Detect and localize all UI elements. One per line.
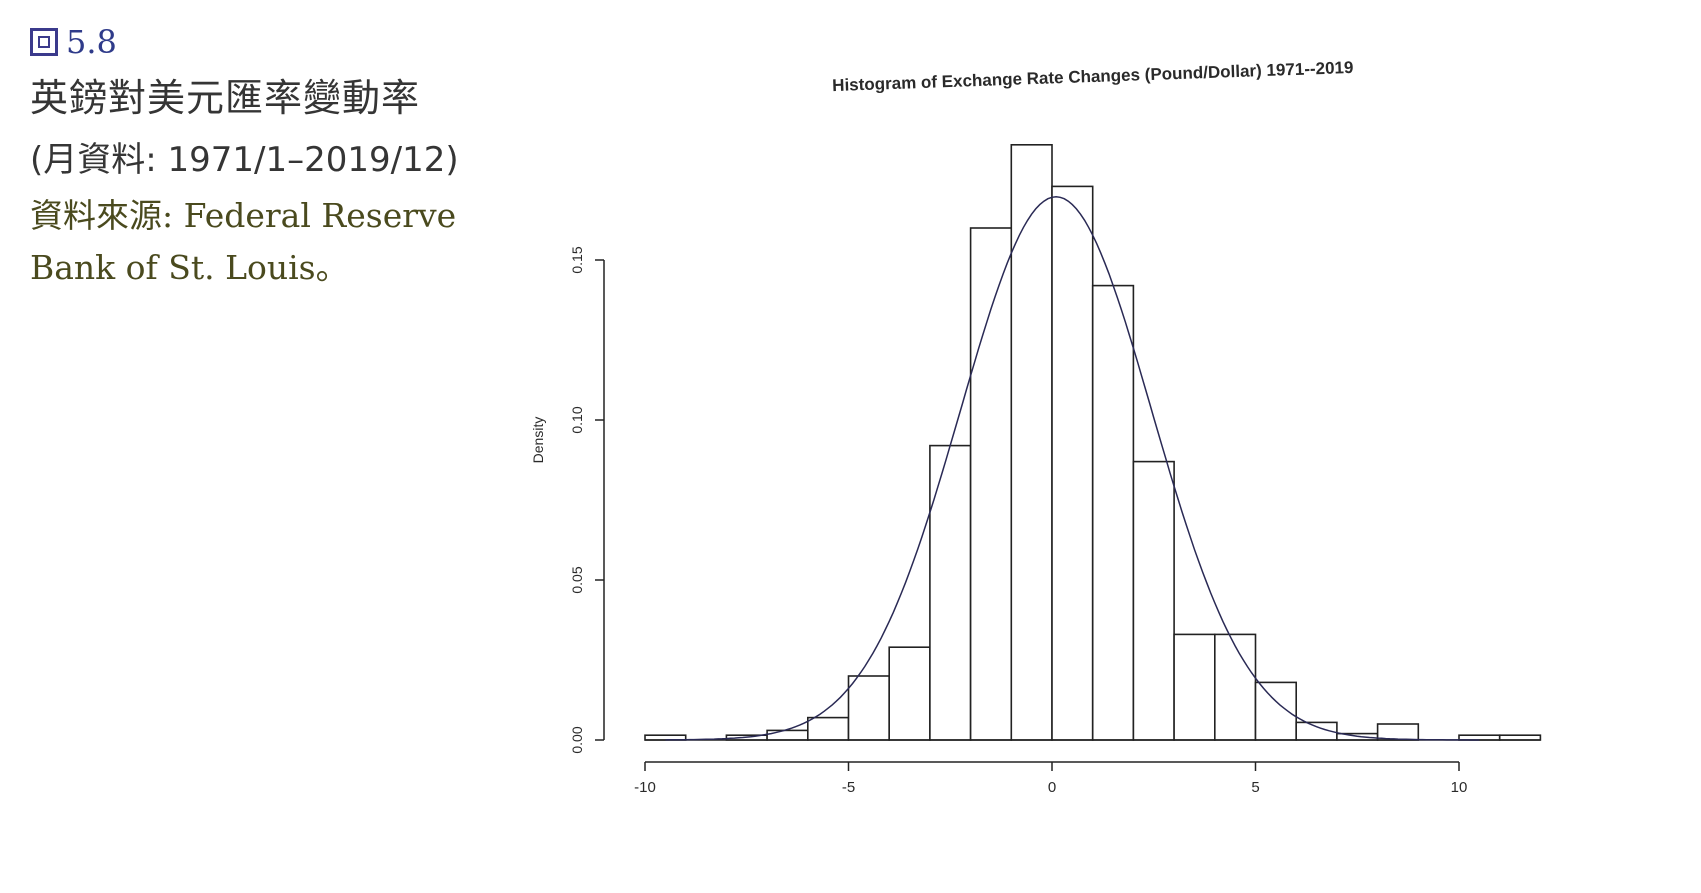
- caption-source-line2: Bank of St. Louis。: [30, 248, 349, 287]
- figure-icon: [30, 28, 58, 56]
- chart-title: Histogram of Exchange Rate Changes (Poun…: [832, 58, 1354, 95]
- histogram-bar: [1132, 460, 1175, 741]
- histogram-bar: [1010, 144, 1053, 741]
- caption-range: (月資料: 1971/1–2019/12): [30, 140, 459, 180]
- histogram-bar: [1498, 734, 1542, 741]
- histogram-bar: [1051, 185, 1094, 741]
- x-tick-label: -5: [842, 779, 855, 796]
- histogram-bar: [1254, 681, 1298, 741]
- x-tick-label: -10: [634, 779, 656, 796]
- y-tick-label: 0.05: [569, 566, 585, 593]
- histogram-bar: [888, 646, 931, 741]
- y-tick-label: 0.10: [569, 406, 585, 433]
- y-axis-label: Density: [530, 417, 546, 464]
- x-tick-label: 0: [1048, 779, 1056, 796]
- histogram-bar: [929, 444, 972, 741]
- histogram-bar: [1214, 633, 1257, 741]
- histogram-bar: [1173, 633, 1216, 741]
- histogram-bar: [766, 729, 809, 741]
- y-tick-label: 0.00: [569, 726, 585, 753]
- histogram-bar: [806, 716, 850, 741]
- histogram-bar: [847, 675, 891, 741]
- figure-label-line: 5.8: [30, 18, 490, 66]
- caption-source-line1: 資料來源: Federal Reserve: [30, 196, 457, 235]
- histogram-bar: [1091, 284, 1135, 741]
- figure-number: 5.8: [66, 23, 117, 61]
- y-tick-label: 0.15: [569, 246, 585, 273]
- x-tick-label: 10: [1451, 779, 1468, 796]
- figure-caption: 5.8 英鎊對美元匯率變動率 (月資料: 1971/1–2019/12) 資料來…: [30, 18, 490, 294]
- normal-density-curve: [665, 196, 1480, 741]
- x-tick-label: 5: [1251, 779, 1259, 796]
- caption-title: 英鎊對美元匯率變動率: [30, 76, 421, 120]
- histogram-bar: [1376, 723, 1420, 741]
- histogram-bar: [969, 227, 1013, 741]
